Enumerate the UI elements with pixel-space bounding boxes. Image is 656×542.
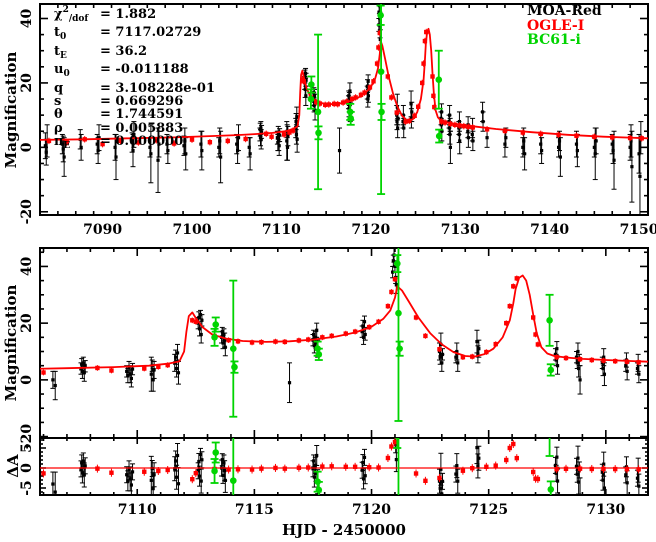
fit-parameter-line: χ2/dof = 1.882 — [54, 5, 157, 24]
bc61-points-resid — [210, 438, 555, 495]
legend-entry-moa: MOA-Red — [527, 3, 602, 19]
svg-text:-5: -5 — [19, 480, 35, 496]
x-axis-label: HJD - 2450000 — [281, 521, 406, 539]
top-panel-axes — [39, 3, 649, 216]
svg-text:7150: 7150 — [620, 222, 656, 238]
y-axis-label-top: Magnification — [2, 51, 20, 169]
svg-text:7110: 7110 — [118, 502, 157, 518]
legend-entry-ogle: OGLE-I — [527, 17, 585, 34]
top-tick-labels: 7090 7100 7110 7120 7130 7140 7150 -20 0 20 40 — [19, 8, 656, 238]
fit-parameter-line: πE = 0.000000 — [54, 134, 184, 152]
svg-text:0: 0 — [19, 142, 35, 152]
resid-panel-axes — [39, 437, 649, 496]
moa-points-zoom — [50, 248, 642, 404]
svg-text:20: 20 — [19, 313, 35, 333]
resid-tick-labels: 7110 7115 7120 7125 7130 -5 0 5 — [19, 443, 626, 518]
bc61-points-zoom — [210, 248, 555, 422]
svg-text:7130: 7130 — [441, 222, 480, 238]
model-curve-zoom — [40, 274, 648, 370]
fit-parameters-block: χ2/dof = 1.882 t0 = 7117.02729 tE = 36.2 u0 = -… — [54, 4, 215, 154]
legend-entry-bc61: BC61-i — [527, 32, 581, 48]
svg-text:7120: 7120 — [352, 502, 391, 518]
fit-parameter-line: ρ = 0.005883 — [54, 120, 184, 136]
svg-text:7115: 7115 — [235, 502, 274, 518]
svg-text:7110: 7110 — [262, 222, 301, 238]
svg-text:0: 0 — [19, 463, 35, 473]
fit-parameter-line: t0 = 7117.02729 — [54, 25, 202, 43]
fit-parameter-line: u0 = -0.011188 — [54, 62, 189, 80]
fit-parameter-line: tE = 36.2 — [54, 43, 148, 61]
model-curve-top — [40, 27, 648, 141]
svg-text:7090: 7090 — [83, 222, 122, 238]
bc61-points-top — [306, 4, 444, 195]
fit-parameter-line: q = 3.108228e-01 — [54, 80, 216, 96]
svg-text:7130: 7130 — [586, 502, 625, 518]
svg-text:-20: -20 — [19, 199, 35, 225]
svg-text:0: 0 — [19, 375, 35, 385]
ogle-points-zoom — [41, 275, 641, 376]
moa-points-resid — [50, 438, 642, 495]
y-axis-label-zoom: Magnification — [2, 284, 20, 402]
svg-text:7120: 7120 — [351, 222, 390, 238]
svg-text:-20: -20 — [19, 424, 35, 450]
svg-text:40: 40 — [19, 256, 35, 276]
svg-text:5: 5 — [19, 443, 35, 453]
svg-text:7125: 7125 — [469, 502, 508, 518]
y-axis-label-residual: ΔA — [4, 454, 22, 478]
legend: MOA-Red OGLE-I BC61-i — [527, 4, 602, 48]
fit-parameter-line: s = 0.669296 — [54, 94, 184, 110]
zoom-tick-labels: -20 0 20 40 — [19, 256, 35, 449]
svg-text:20: 20 — [19, 73, 35, 93]
svg-text:7100: 7100 — [173, 222, 212, 238]
svg-text:40: 40 — [19, 8, 35, 28]
svg-text:7140: 7140 — [530, 222, 569, 238]
fit-parameter-line: θ = 1.744591 — [54, 107, 184, 123]
ogle-points-top — [46, 28, 644, 148]
